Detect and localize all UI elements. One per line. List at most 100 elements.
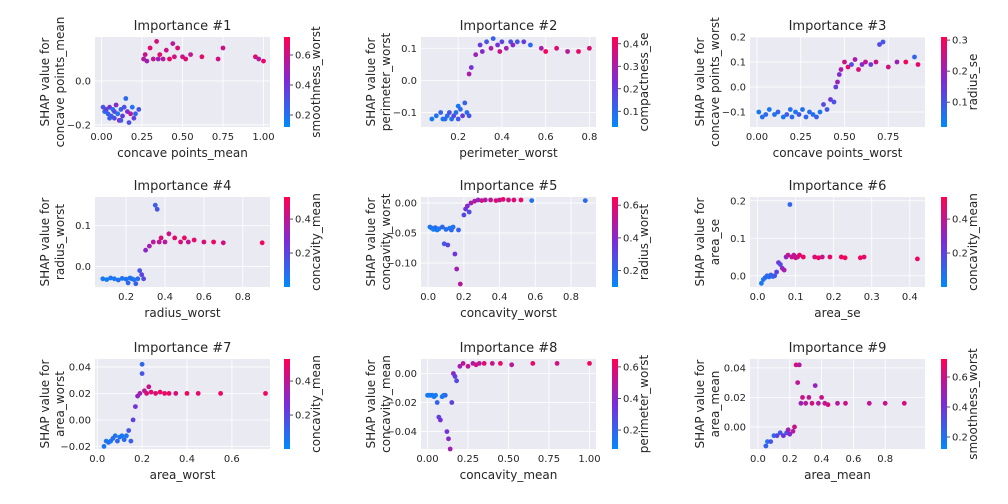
x-tick-label: 0.2 (826, 292, 842, 303)
colorbar-tick-label: 0.6 (623, 362, 639, 373)
data-point (449, 400, 455, 405)
data-point (894, 59, 900, 65)
data-point (787, 431, 793, 437)
data-point (108, 275, 113, 281)
colorbar-tick-label: 0.2 (952, 433, 968, 444)
x-tick-label: 0.00 (746, 132, 768, 143)
colorbar (941, 37, 947, 127)
data-point (479, 198, 485, 204)
data-point (462, 100, 468, 106)
data-point (587, 361, 592, 366)
data-point (885, 64, 891, 70)
data-point (510, 42, 516, 48)
data-point (115, 438, 120, 444)
data-point (499, 39, 505, 45)
y-axis-label: SHAP value forarea_mean (693, 359, 722, 448)
data-point (163, 47, 169, 53)
x-axis-label: concavity_mean (460, 468, 558, 482)
subplot-5: 0.0 0.2 0.4 0.6 0.8 −0.10 −0.05 0.00 Importance … (364, 179, 651, 320)
y-axis-label: SHAP value forconcave points_worst (693, 17, 722, 147)
colorbar-label: perimeter_worst (637, 355, 651, 454)
data-point (112, 433, 118, 439)
data-point (133, 404, 138, 409)
data-point (490, 36, 496, 41)
x-axis-label: radius_worst (144, 306, 220, 320)
data-point (157, 52, 163, 57)
data-point (484, 39, 489, 45)
subplot-title: Importance #1 (134, 19, 232, 34)
data-point (809, 400, 815, 406)
data-point (139, 272, 145, 278)
data-point (454, 378, 459, 384)
x-axis-label: concavity_worst (460, 306, 557, 320)
data-point (812, 254, 818, 260)
data-point (824, 107, 830, 112)
x-tick-label: 0.4 (494, 132, 510, 143)
x-tick-label: 0.6 (196, 292, 212, 303)
x-axis-label: area_worst (150, 468, 216, 482)
data-point (873, 59, 879, 65)
data-point (774, 269, 779, 275)
data-point (852, 57, 858, 62)
data-point (139, 371, 145, 376)
subplot-7: 0.0 0.2 0.4 0.6 −0.02 0.00 0.02 0.04 Importance … (38, 341, 323, 482)
data-point (554, 361, 560, 366)
data-point (785, 252, 791, 258)
y-tick-label: −0.02 (386, 398, 417, 409)
colorbar-tick-label: 0.1 (623, 107, 639, 118)
data-point (131, 115, 137, 121)
colorbar-tick-label: 0.6 (952, 373, 968, 384)
data-point (150, 56, 156, 62)
data-point (880, 39, 886, 45)
data-point (866, 400, 872, 406)
y-tick-label: 0.00 (69, 415, 91, 426)
colorbar-label: radius_worst (637, 204, 651, 280)
colorbar-tick-label: 0.4 (623, 233, 639, 244)
data-point (816, 400, 821, 406)
colorbar-label: radius_se (966, 54, 980, 111)
data-point (452, 374, 458, 379)
data-point (843, 400, 848, 406)
data-point (457, 281, 463, 287)
y-tick-label: 0.1 (730, 58, 746, 69)
data-point (175, 45, 181, 51)
y-tick-label: 0.1 (730, 234, 746, 245)
y-tick-label: 0.0 (75, 262, 91, 273)
data-point (798, 400, 804, 406)
data-point (123, 276, 129, 282)
x-tick-label: 0.25 (131, 132, 153, 143)
x-tick-label: 1.00 (578, 454, 600, 465)
y-tick-label: −0.05 (386, 229, 417, 240)
x-tick-label: 0.2 (134, 454, 150, 465)
subplot-title: Importance #7 (134, 341, 232, 356)
y-tick-label: 0.0 (75, 76, 91, 87)
colorbar-tick-label: 0.4 (295, 81, 311, 92)
data-point (857, 255, 863, 261)
data-point (137, 391, 143, 396)
data-point (787, 107, 793, 112)
data-point (184, 391, 190, 396)
x-axis-label: area_mean (804, 468, 871, 482)
data-point (836, 72, 842, 77)
data-point (466, 209, 472, 215)
x-tick-label: 0.0 (750, 454, 766, 465)
colorbar-tick-label: 0.4 (295, 377, 311, 388)
data-point (126, 120, 132, 125)
data-point (565, 49, 570, 54)
data-point (842, 255, 848, 261)
subplot-title: Importance #9 (789, 341, 887, 356)
data-point (530, 361, 536, 366)
x-tick-label: 0.0 (750, 292, 766, 303)
subplot-title: Importance #2 (460, 19, 558, 34)
x-tick-label: 0.2 (118, 292, 134, 303)
y-tick-label: 0.04 (69, 362, 91, 373)
data-point (125, 280, 131, 286)
data-point (155, 56, 161, 62)
x-tick-label: 0.8 (235, 292, 251, 303)
x-axis-label: concave points_worst (773, 146, 903, 160)
data-point (160, 56, 166, 62)
subplot-4: 0.2 0.4 0.6 0.8 0.0 0.1 Importance #4 radius_wo… (38, 179, 323, 320)
data-point (795, 380, 801, 385)
data-point (115, 277, 121, 283)
data-point (859, 62, 865, 67)
